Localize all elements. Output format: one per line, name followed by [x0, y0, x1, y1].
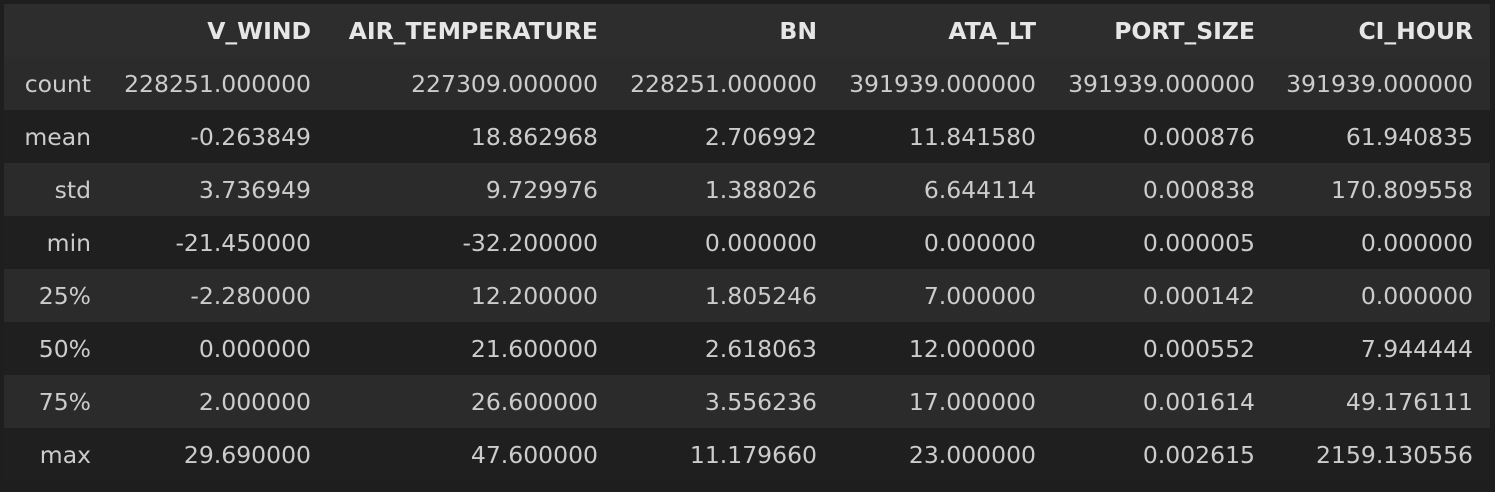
table-cell: 7.000000: [834, 269, 1053, 322]
table-cell: 2159.130556: [1272, 428, 1490, 481]
row-label: 25%: [4, 269, 108, 322]
table-cell: -21.450000: [108, 216, 328, 269]
table-row: 25% -2.280000 12.200000 1.805246 7.00000…: [4, 269, 1490, 322]
table-cell: 391939.000000: [834, 57, 1053, 110]
table-cell: 61.940835: [1272, 110, 1490, 163]
table-cell: 0.000838: [1053, 163, 1272, 216]
table-row: 75% 2.000000 26.600000 3.556236 17.00000…: [4, 375, 1490, 428]
table-cell: 18.862968: [328, 110, 615, 163]
table-cell: 49.176111: [1272, 375, 1490, 428]
column-header-ci-hour: CI_HOUR: [1272, 4, 1490, 57]
table-header: V_WIND AIR_TEMPERATURE BN ATA_LT PORT_SI…: [4, 4, 1490, 57]
row-label: mean: [4, 110, 108, 163]
table-cell: 0.000000: [1272, 216, 1490, 269]
table-cell: 12.200000: [328, 269, 615, 322]
table-cell: 9.729976: [328, 163, 615, 216]
column-header-bn: BN: [615, 4, 834, 57]
table-cell: 2.706992: [615, 110, 834, 163]
table-cell: 2.000000: [108, 375, 328, 428]
table-cell: -2.280000: [108, 269, 328, 322]
table-cell: 3.736949: [108, 163, 328, 216]
table-body: count 228251.000000 227309.000000 228251…: [4, 57, 1490, 481]
table-row: min -21.450000 -32.200000 0.000000 0.000…: [4, 216, 1490, 269]
table-cell: 6.644114: [834, 163, 1053, 216]
describe-dataframe-table: V_WIND AIR_TEMPERATURE BN ATA_LT PORT_SI…: [4, 4, 1490, 481]
table-cell: 11.841580: [834, 110, 1053, 163]
table-cell: 228251.000000: [615, 57, 834, 110]
table-cell: 0.000000: [834, 216, 1053, 269]
table-row: std 3.736949 9.729976 1.388026 6.644114 …: [4, 163, 1490, 216]
table-cell: 0.001614: [1053, 375, 1272, 428]
table-cell: 0.000876: [1053, 110, 1272, 163]
table-cell: 227309.000000: [328, 57, 615, 110]
table-row: count 228251.000000 227309.000000 228251…: [4, 57, 1490, 110]
table-row: mean -0.263849 18.862968 2.706992 11.841…: [4, 110, 1490, 163]
table-cell: -0.263849: [108, 110, 328, 163]
table-cell: 0.002615: [1053, 428, 1272, 481]
column-header-v-wind: V_WIND: [108, 4, 328, 57]
table-cell: 3.556236: [615, 375, 834, 428]
table-cell: 21.600000: [328, 322, 615, 375]
row-label: std: [4, 163, 108, 216]
table-cell: 391939.000000: [1053, 57, 1272, 110]
table-cell: 2.618063: [615, 322, 834, 375]
row-label: count: [4, 57, 108, 110]
table-cell: -32.200000: [328, 216, 615, 269]
table-cell: 0.000000: [615, 216, 834, 269]
table-cell: 1.805246: [615, 269, 834, 322]
table-cell: 391939.000000: [1272, 57, 1490, 110]
row-label: 75%: [4, 375, 108, 428]
table-cell: 26.600000: [328, 375, 615, 428]
column-header-air-temperature: AIR_TEMPERATURE: [328, 4, 615, 57]
column-header-ata-lt: ATA_LT: [834, 4, 1053, 57]
table-cell: 0.000142: [1053, 269, 1272, 322]
table-cell: 11.179660: [615, 428, 834, 481]
table-cell: 228251.000000: [108, 57, 328, 110]
header-row: V_WIND AIR_TEMPERATURE BN ATA_LT PORT_SI…: [4, 4, 1490, 57]
table-cell: 12.000000: [834, 322, 1053, 375]
table-cell: 0.000552: [1053, 322, 1272, 375]
row-label: max: [4, 428, 108, 481]
table-cell: 23.000000: [834, 428, 1053, 481]
row-label: min: [4, 216, 108, 269]
table-cell: 0.000005: [1053, 216, 1272, 269]
table-cell: 7.944444: [1272, 322, 1490, 375]
table-cell: 29.690000: [108, 428, 328, 481]
table-cell: 170.809558: [1272, 163, 1490, 216]
table-row: 50% 0.000000 21.600000 2.618063 12.00000…: [4, 322, 1490, 375]
table-row: max 29.690000 47.600000 11.179660 23.000…: [4, 428, 1490, 481]
table-cell: 47.600000: [328, 428, 615, 481]
table-cell: 0.000000: [1272, 269, 1490, 322]
table-cell: 17.000000: [834, 375, 1053, 428]
row-label: 50%: [4, 322, 108, 375]
column-header-port-size: PORT_SIZE: [1053, 4, 1272, 57]
table-cell: 0.000000: [108, 322, 328, 375]
table-cell: 1.388026: [615, 163, 834, 216]
index-header: [4, 4, 108, 57]
